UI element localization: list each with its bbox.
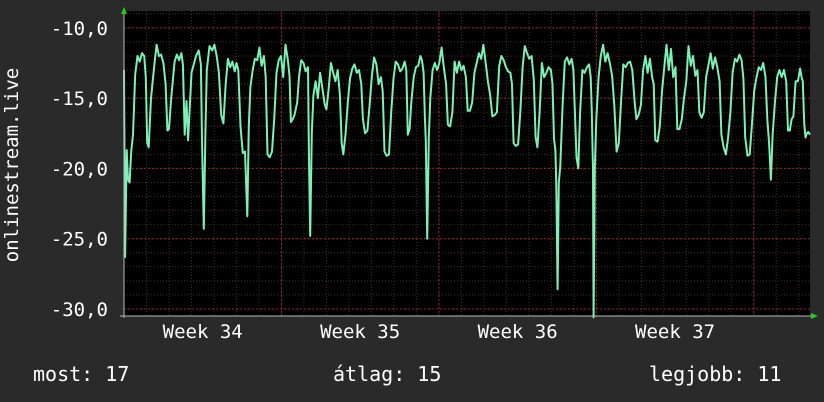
y-axis-title: onlinestream.live [1, 68, 23, 262]
axes [120, 7, 818, 319]
x-axis-arrow [811, 313, 818, 319]
plot-area [124, 11, 810, 316]
y-axis-arrow [121, 7, 127, 14]
y-tick-label: -25,0 [51, 229, 108, 251]
y-axis-ticks: -10,0 -15,0 -20,0 -25,0 -30,0 [51, 18, 108, 321]
x-tick-label: Week 34 [163, 321, 243, 343]
series-group [123, 43, 811, 319]
x-axis-ticks: Week 34 Week 35 Week 36 Week 37 [163, 321, 715, 343]
y-tick-label: -10,0 [51, 18, 108, 40]
y-tick-label: -15,0 [51, 88, 108, 110]
x-tick-label: Week 35 [320, 321, 400, 343]
average-value-stat: átlag: 15 [333, 362, 442, 386]
current-value-stat: most: 17 [33, 362, 130, 386]
y-tick-label: -20,0 [51, 158, 108, 180]
x-tick-label: Week 37 [635, 321, 715, 343]
best-value-stat: legjobb: 11 [649, 362, 782, 386]
series-line [123, 43, 811, 319]
y-tick-label: -30,0 [51, 299, 108, 321]
x-tick-label: Week 36 [478, 321, 558, 343]
